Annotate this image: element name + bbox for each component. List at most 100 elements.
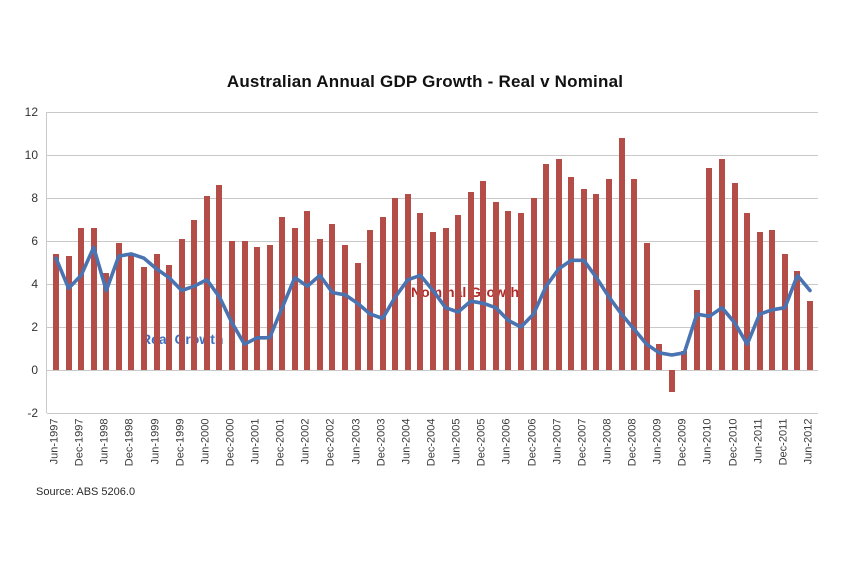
nominal-growth-bar — [656, 344, 663, 370]
x-axis-tick-label: Jun-2003 — [350, 418, 363, 465]
nominal-growth-bar — [316, 238, 323, 370]
nominal-growth-bar — [568, 176, 575, 370]
x-axis-tick-label: Dec-2005 — [475, 418, 488, 467]
nominal-growth-bar — [517, 213, 524, 370]
x-axis-tick-label: Dec-2000 — [224, 418, 237, 467]
x-axis-tick-label: Jun-2006 — [500, 418, 513, 465]
nominal-growth-bar — [794, 271, 801, 370]
x-axis-tick-label: Jun-2001 — [249, 418, 262, 465]
x-axis-tick-label: Jun-2011 — [752, 418, 765, 464]
x-axis-tick-label: Dec-2008 — [626, 418, 639, 467]
nominal-growth-bar — [781, 253, 788, 370]
nominal-growth-bar — [279, 217, 286, 370]
nominal-growth-bar — [367, 230, 374, 370]
nominal-growth-bar — [203, 195, 210, 370]
x-axis-tick-label: Jun-1998 — [98, 418, 111, 465]
nominal-growth-bar — [580, 189, 587, 370]
chart-title: Australian Annual GDP Growth - Real v No… — [226, 72, 624, 91]
nominal-growth-bar — [379, 217, 386, 370]
nominal-growth-bar — [467, 191, 474, 370]
nominal-growth-bar — [241, 241, 248, 370]
x-axis-tick-label: Dec-1997 — [73, 418, 86, 467]
y-axis-tick-label: 10 — [24, 148, 38, 162]
nominal-growth-bar — [191, 219, 198, 370]
x-axis-tick-label: Dec-2001 — [274, 418, 287, 467]
nominal-growth-bar — [643, 243, 650, 370]
gridline-y-0 — [47, 369, 818, 371]
y-axis-tick-label: 6 — [31, 234, 38, 248]
x-axis-tick-label: Dec-2007 — [576, 418, 589, 467]
gridline-y-10 — [47, 154, 818, 156]
x-axis-tick-label: Dec-1999 — [174, 418, 187, 467]
nominal-growth-bar — [166, 264, 173, 370]
x-axis-tick-label: Jun-2010 — [701, 418, 714, 465]
nominal-growth-bar — [631, 178, 638, 370]
nominal-growth-bar — [304, 210, 311, 370]
nominal-growth-bar — [342, 245, 349, 370]
nominal-growth-bar — [329, 223, 336, 370]
x-axis-tick-label: Dec-2006 — [526, 418, 539, 467]
x-axis-tick-label: Jun-2009 — [651, 418, 664, 465]
nominal-growth-bar — [480, 180, 487, 370]
nominal-growth-bar — [492, 202, 499, 370]
y-axis-tick-label: 12 — [24, 105, 38, 119]
x-axis-tick-label: Dec-1998 — [123, 418, 136, 467]
x-axis-tick-label: Jun-2007 — [551, 418, 564, 465]
y-axis-tick-label: 8 — [31, 191, 38, 205]
nominal-growth-bar — [65, 256, 72, 370]
x-axis-tick-label: Dec-2002 — [324, 418, 337, 467]
nominal-growth-bar — [153, 253, 160, 370]
nominal-growth-bar — [228, 241, 235, 370]
nominal-growth-bar — [115, 243, 122, 370]
nominal-growth-bar — [430, 232, 436, 370]
y-axis-tick-label: 2 — [31, 320, 38, 334]
x-axis-tick-label: Dec-2003 — [375, 418, 388, 467]
real-growth-line — [54, 245, 812, 357]
nominal-growth-bar — [807, 301, 813, 370]
plot-area: Nominal Growth Real Growth — [46, 111, 818, 414]
nominal-growth-bar — [103, 273, 110, 370]
x-axis-tick-label: Jun-1999 — [149, 418, 162, 465]
x-axis-tick-label: Jun-2002 — [299, 418, 312, 465]
nominal-growth-bar — [593, 193, 600, 370]
source-note: Source: ABS 5206.0 — [36, 486, 136, 498]
nominal-growth-bar — [354, 262, 361, 370]
x-axis-tick-label: Dec-2004 — [425, 418, 438, 467]
y-axis-tick-label: 4 — [31, 277, 38, 291]
nominal-growth-bar — [216, 185, 223, 370]
nominal-growth-bar — [178, 238, 185, 370]
nominal-growth-bar — [618, 137, 625, 370]
gridline-y-8 — [47, 197, 818, 199]
nominal-growth-bar — [291, 228, 298, 370]
x-axis-tick-label: Jun-2012 — [802, 418, 815, 465]
nominal-growth-bar — [668, 370, 675, 392]
nominal-growth-bar — [442, 228, 449, 370]
nominal-growth-bar — [140, 266, 147, 370]
x-axis-tick-label: Jun-2004 — [400, 418, 413, 465]
nominal-growth-bar — [731, 182, 738, 370]
nominal-growth-bar — [769, 230, 776, 370]
gridline-y-12 — [47, 111, 818, 113]
nominal-growth-bar — [78, 228, 85, 370]
x-axis-tick-label: Jun-2008 — [601, 418, 614, 465]
x-axis-tick-label: Jun-2005 — [450, 418, 463, 465]
x-axis-tick-label: Dec-2009 — [676, 418, 689, 467]
nominal-growth-bar — [719, 159, 726, 370]
y-axis-tick-label: 0 — [31, 363, 38, 377]
nominal-growth-bar — [254, 247, 261, 370]
nominal-growth-bar — [128, 253, 135, 370]
nominal-growth-bar — [693, 290, 700, 370]
nominal-growth-bar — [455, 215, 462, 370]
y-axis-tick-label: -2 — [27, 406, 38, 420]
x-axis-tick-label: Dec-2010 — [727, 418, 740, 467]
nominal-growth-bar — [417, 213, 424, 370]
gridline-y--2 — [47, 412, 818, 414]
nominal-growth-bar — [543, 163, 550, 370]
nominal-growth-bar — [90, 228, 97, 370]
x-axis-tick-label: Dec-2011 — [777, 418, 790, 466]
nominal-growth-bar — [266, 245, 273, 370]
nominal-growth-bar — [555, 159, 562, 370]
nominal-growth-bar — [681, 350, 688, 370]
nominal-growth-bar — [505, 210, 512, 370]
